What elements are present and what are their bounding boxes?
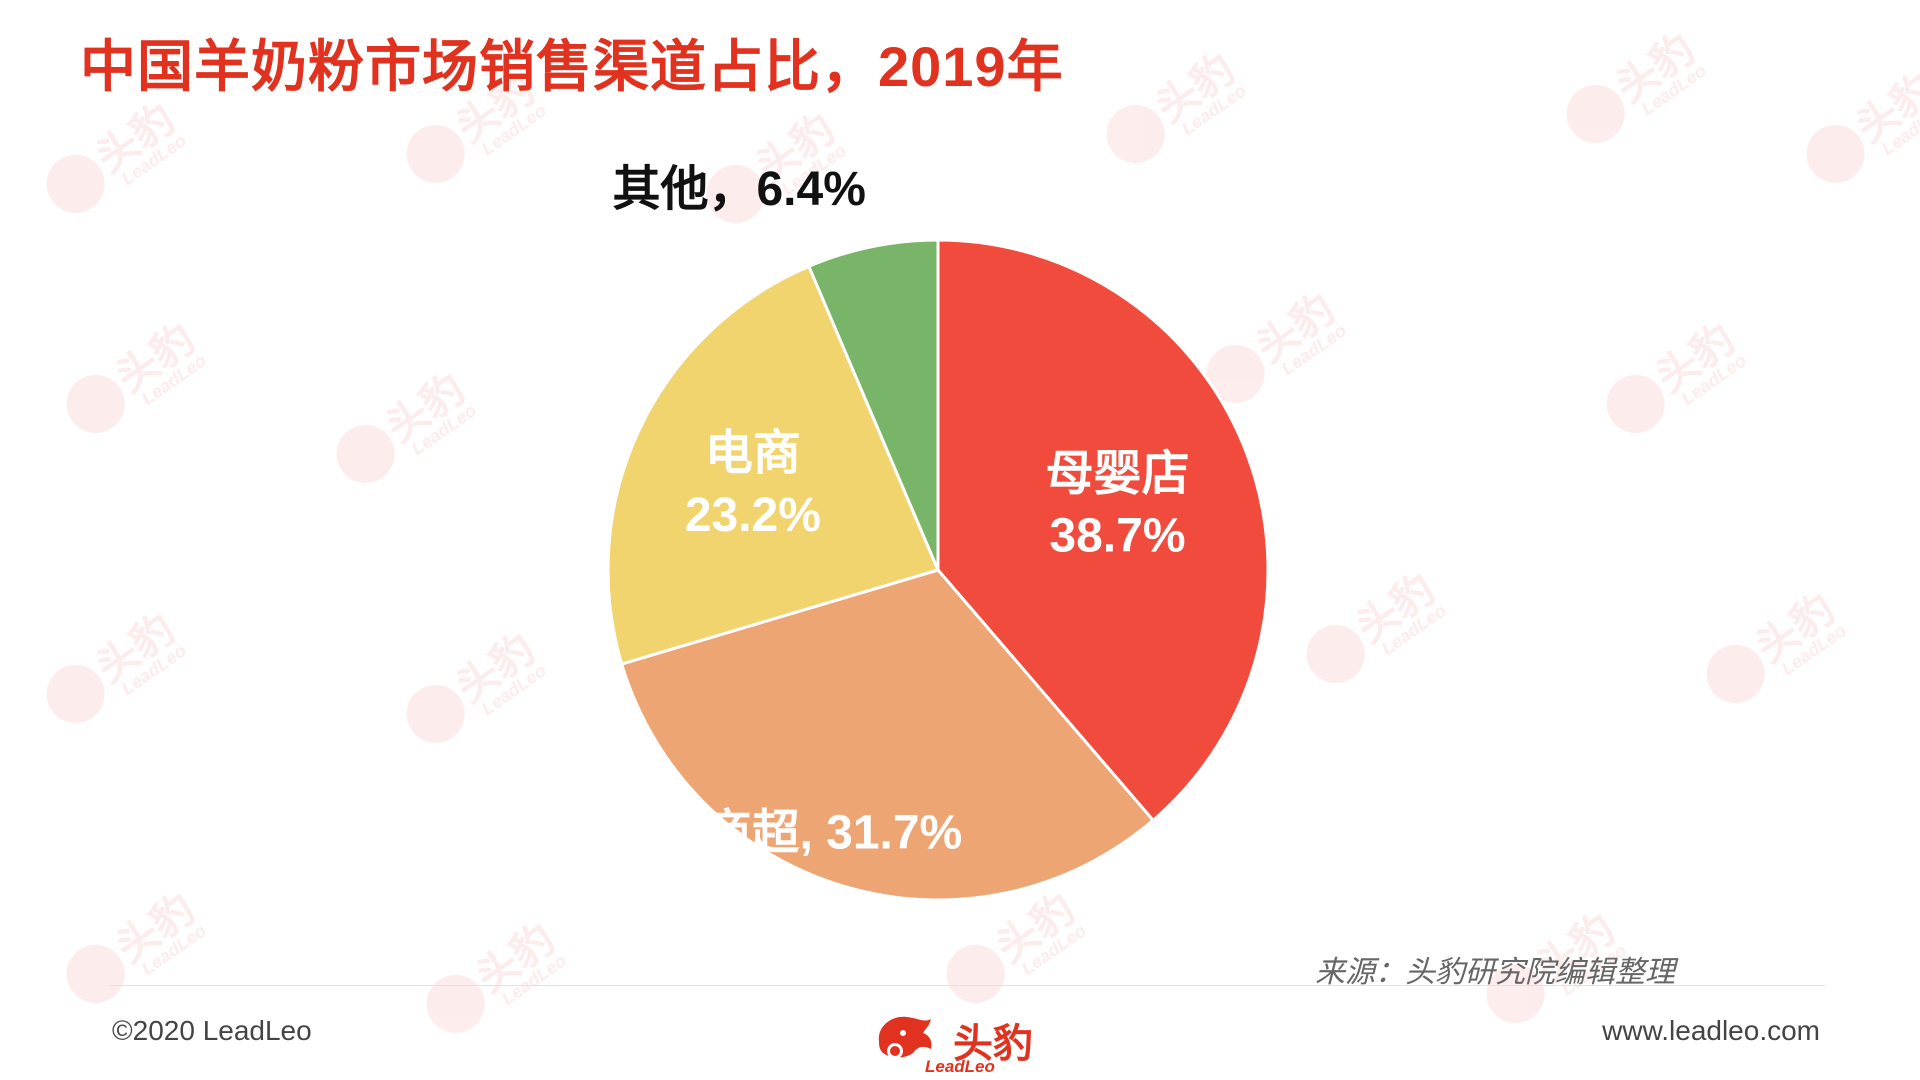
source-note: 来源：头豹研究院编辑整理 [1315, 956, 1675, 989]
slice-label-1: 38.7% [1049, 509, 1185, 562]
slice-label-4: 其他，6.4% [612, 163, 865, 216]
pie-slice-4 [806, 238, 940, 571]
leopard-head-icon [878, 1016, 932, 1059]
logo-text: 头豹 [953, 1022, 1033, 1066]
chart-title: 中国羊奶粉市场销售渠道占比，2019年 [80, 35, 1064, 98]
slice-label-1: 母婴店 [1045, 447, 1189, 500]
pie-slice-1 [936, 238, 1270, 823]
website-url: www.leadleo.com [1602, 1015, 1820, 1046]
footer-divider [110, 985, 1825, 986]
slice-label-2: 商超, 31.7% [703, 807, 962, 860]
logo-subtext: LeadLeo [925, 1057, 995, 1076]
copyright-text: ©2020 LeadLeo [112, 1015, 312, 1046]
pie-slice-3 [606, 264, 941, 666]
slice-label-3: 23.2% [685, 489, 821, 542]
leadleo-logo: 头豹 LeadLeo [865, 1005, 1065, 1080]
slice-label-3: 电商 [705, 427, 801, 480]
pie-slice-2 [619, 568, 1156, 902]
